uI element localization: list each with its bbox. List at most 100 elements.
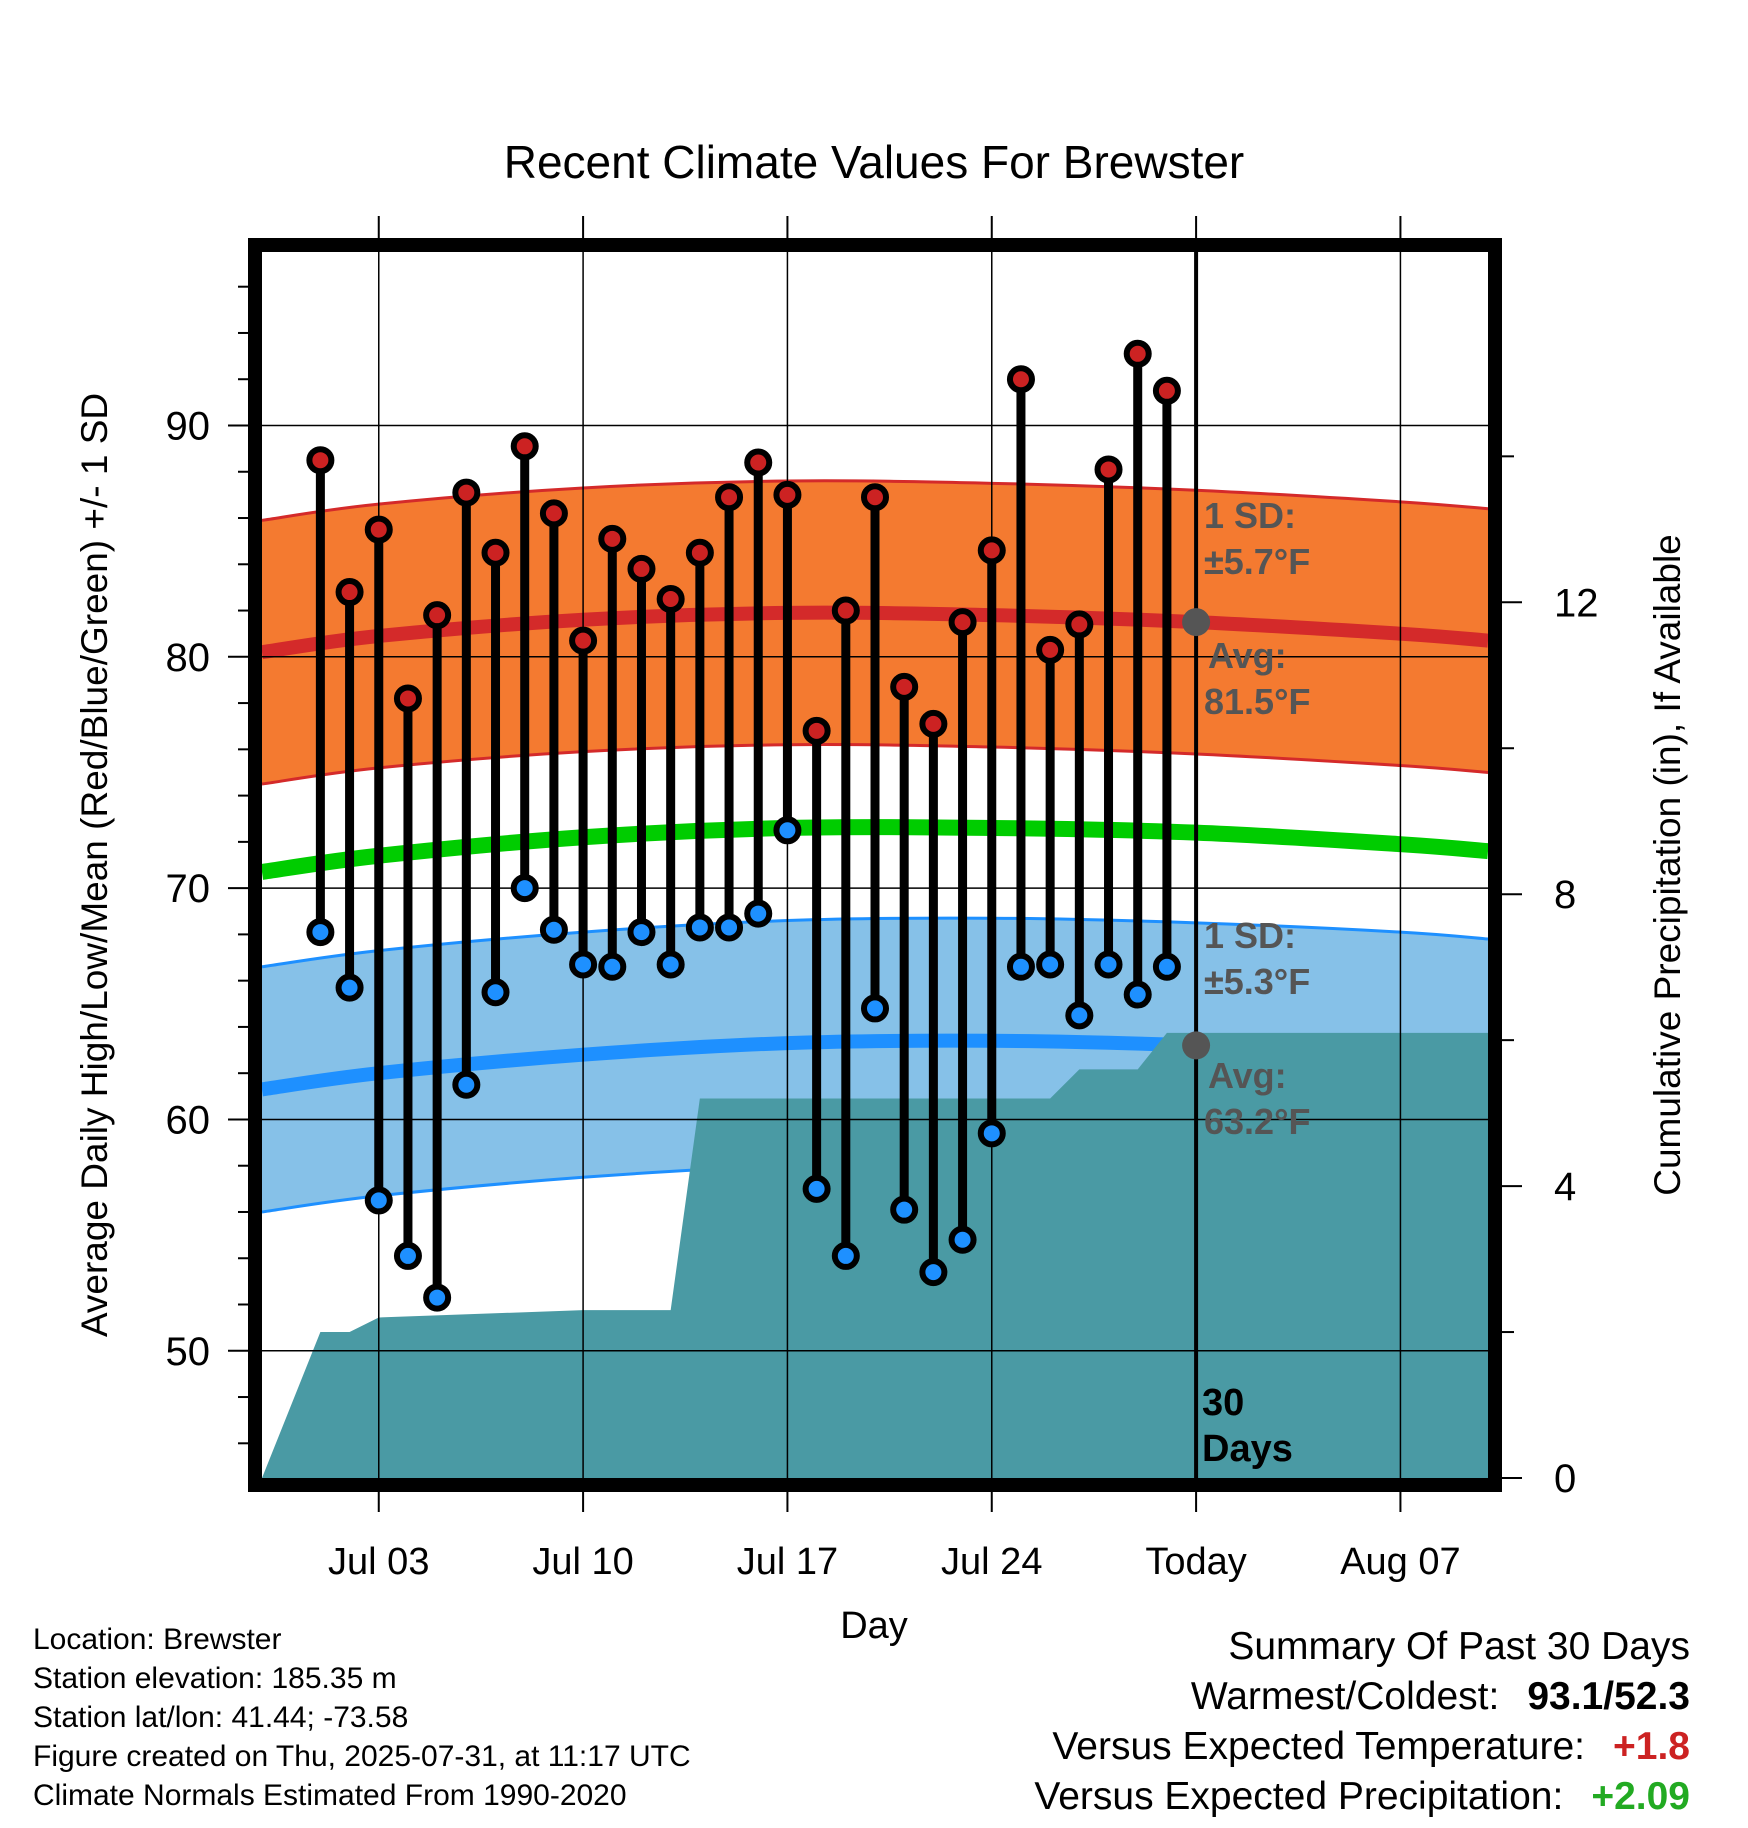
- high-temp-point: [627, 554, 656, 583]
- high-temp-point: [831, 596, 860, 625]
- high-sd-lower-edge: [262, 743, 1488, 786]
- low-temp-point: [977, 1119, 1006, 1148]
- daily-range-stems: [315, 353, 1172, 1298]
- low-temp-point: [773, 816, 802, 845]
- low-temp-point: [335, 973, 364, 1002]
- location-text: Location: Brewster: [33, 1623, 282, 1656]
- low-temp-point: [685, 913, 714, 942]
- warmest-coldest-row: Warmest/Coldest: 93.1/52.3: [1034, 1672, 1690, 1722]
- high-temp-point: [948, 608, 977, 637]
- warmest-coldest-value: 93.1/52.3: [1527, 1675, 1690, 1718]
- high-temp-point: [452, 478, 481, 507]
- high-avg-value: 81.5°F: [1204, 681, 1310, 722]
- high-temp-point: [861, 483, 889, 512]
- chart-title: Recent Climate Values For Brewster: [504, 136, 1245, 188]
- period-label-line: 30: [1202, 1382, 1244, 1424]
- low-temp-point: [831, 1241, 860, 1270]
- low-temp-point: [627, 918, 656, 947]
- x-tick-label: Jul 10: [532, 1541, 633, 1583]
- period-label: 30 Days: [1202, 1382, 1293, 1470]
- plot-area: [262, 479, 1488, 1478]
- low-temp-point: [715, 913, 744, 942]
- high-sd-upper-edge: [262, 479, 1488, 522]
- precipitation-area: [262, 1032, 1488, 1478]
- high-temp-point: [598, 524, 627, 553]
- warmest-coldest-label: Warmest/Coldest:: [1190, 1675, 1500, 1718]
- high-temp-point: [685, 538, 714, 567]
- low-temp-point: [919, 1258, 948, 1287]
- low-sd-value: ±5.3°F: [1204, 961, 1310, 1002]
- latlon-text: Station lat/lon: 41.44; -73.58: [33, 1701, 409, 1734]
- high-temp-point: [393, 684, 422, 713]
- plot-frame: [248, 238, 1502, 1492]
- high-sd-title: 1 SD:: [1204, 495, 1296, 536]
- y-tick-label: 90: [166, 404, 211, 448]
- x-tick-label: Jul 03: [328, 1541, 429, 1583]
- temp-anomaly-row: Versus Expected Temperature: +1.8: [1034, 1722, 1690, 1772]
- high-temp-point: [715, 483, 744, 512]
- low-temp-point: [452, 1070, 481, 1099]
- normal-annotations: 1 SD: ±5.7°F Avg: 81.5°F 1 SD: ±5.3°F Avg: 63.2…: [1182, 495, 1310, 1142]
- high-temp-point: [802, 716, 831, 745]
- low-temp-point: [744, 899, 773, 928]
- low-temp-point: [539, 915, 568, 944]
- summary-panel: Summary Of Past 30 Days Warmest/Coldest:…: [1034, 1622, 1690, 1822]
- low-temp-point: [1123, 980, 1152, 1009]
- y2-tick-label: 0: [1554, 1457, 1576, 1501]
- y-tick-label: 60: [166, 1098, 211, 1142]
- low-temp-point: [1094, 950, 1123, 979]
- station-info: Location: Brewster Station elevation: 18…: [33, 1620, 691, 1815]
- y-axis-label: Average Daily High/Low/Mean (Red/Blue/Gr…: [74, 393, 115, 1337]
- high-temp-point: [919, 709, 948, 738]
- low-temp-point: [1036, 950, 1065, 979]
- high-temp-point: [656, 584, 685, 613]
- precip-anomaly-value: +2.09: [1591, 1775, 1690, 1818]
- summary-title: Summary Of Past 30 Days: [1228, 1625, 1690, 1668]
- y-tick-label: 70: [166, 867, 211, 911]
- low-temp-point: [1152, 952, 1181, 981]
- low-temp-point: [1065, 1001, 1094, 1030]
- created-text: Figure created on Thu, 2025-07-31, at 11…: [33, 1740, 691, 1773]
- high-temp-point: [1036, 635, 1065, 664]
- high-normal-line: [262, 605, 1488, 660]
- low-temp-point: [510, 874, 539, 903]
- high-temp-point: [481, 538, 510, 567]
- high-temp-point: [510, 432, 539, 461]
- temp-anomaly-value: +1.8: [1613, 1725, 1690, 1768]
- high-avg-title: Avg:: [1208, 635, 1287, 676]
- precip-anomaly-row: Versus Expected Precipitation: +2.09: [1034, 1772, 1690, 1822]
- x-tick-label: Aug 07: [1340, 1541, 1460, 1583]
- low-temp-point: [569, 950, 598, 979]
- high-temp-point: [306, 446, 335, 475]
- mean-normal-line: [262, 819, 1488, 880]
- normals-text: Climate Normals Estimated From 1990-2020: [33, 1779, 627, 1812]
- low-temp-point: [656, 950, 685, 979]
- high-temp-point: [1006, 365, 1035, 394]
- x-tick-label: Today: [1145, 1541, 1246, 1583]
- grid-lines: [262, 252, 1488, 1478]
- elevation-text: Station elevation: 185.35 m: [33, 1662, 397, 1695]
- low-temp-point: [423, 1283, 452, 1312]
- y2-axis-label: Cumulative Precipitation (in), If Availa…: [1647, 534, 1688, 1196]
- period-label-line: Days: [1202, 1428, 1293, 1470]
- y2-tick-label: 12: [1554, 581, 1599, 625]
- high-temp-point: [744, 448, 773, 477]
- high-temp-point: [569, 626, 598, 655]
- low-temp-point: [306, 918, 335, 947]
- high-temp-point: [364, 515, 393, 544]
- precip-anomaly-label: Versus Expected Precipitation:: [1034, 1775, 1564, 1818]
- y2-tick-label: 4: [1554, 1165, 1576, 1209]
- daily-points: [306, 339, 1181, 1312]
- low-temp-point: [598, 952, 627, 981]
- low-temp-point: [890, 1195, 919, 1224]
- high-temp-point: [539, 499, 568, 528]
- high-temp-point: [423, 601, 452, 630]
- high-sd-value: ±5.7°F: [1204, 541, 1310, 582]
- low-temp-point: [393, 1241, 422, 1270]
- x-tick-label: Jul 17: [737, 1541, 838, 1583]
- high-temp-point: [1094, 455, 1123, 484]
- high-temp-point: [1123, 339, 1152, 368]
- low-temp-point: [861, 994, 889, 1023]
- x-axis-label: Day: [840, 1605, 908, 1647]
